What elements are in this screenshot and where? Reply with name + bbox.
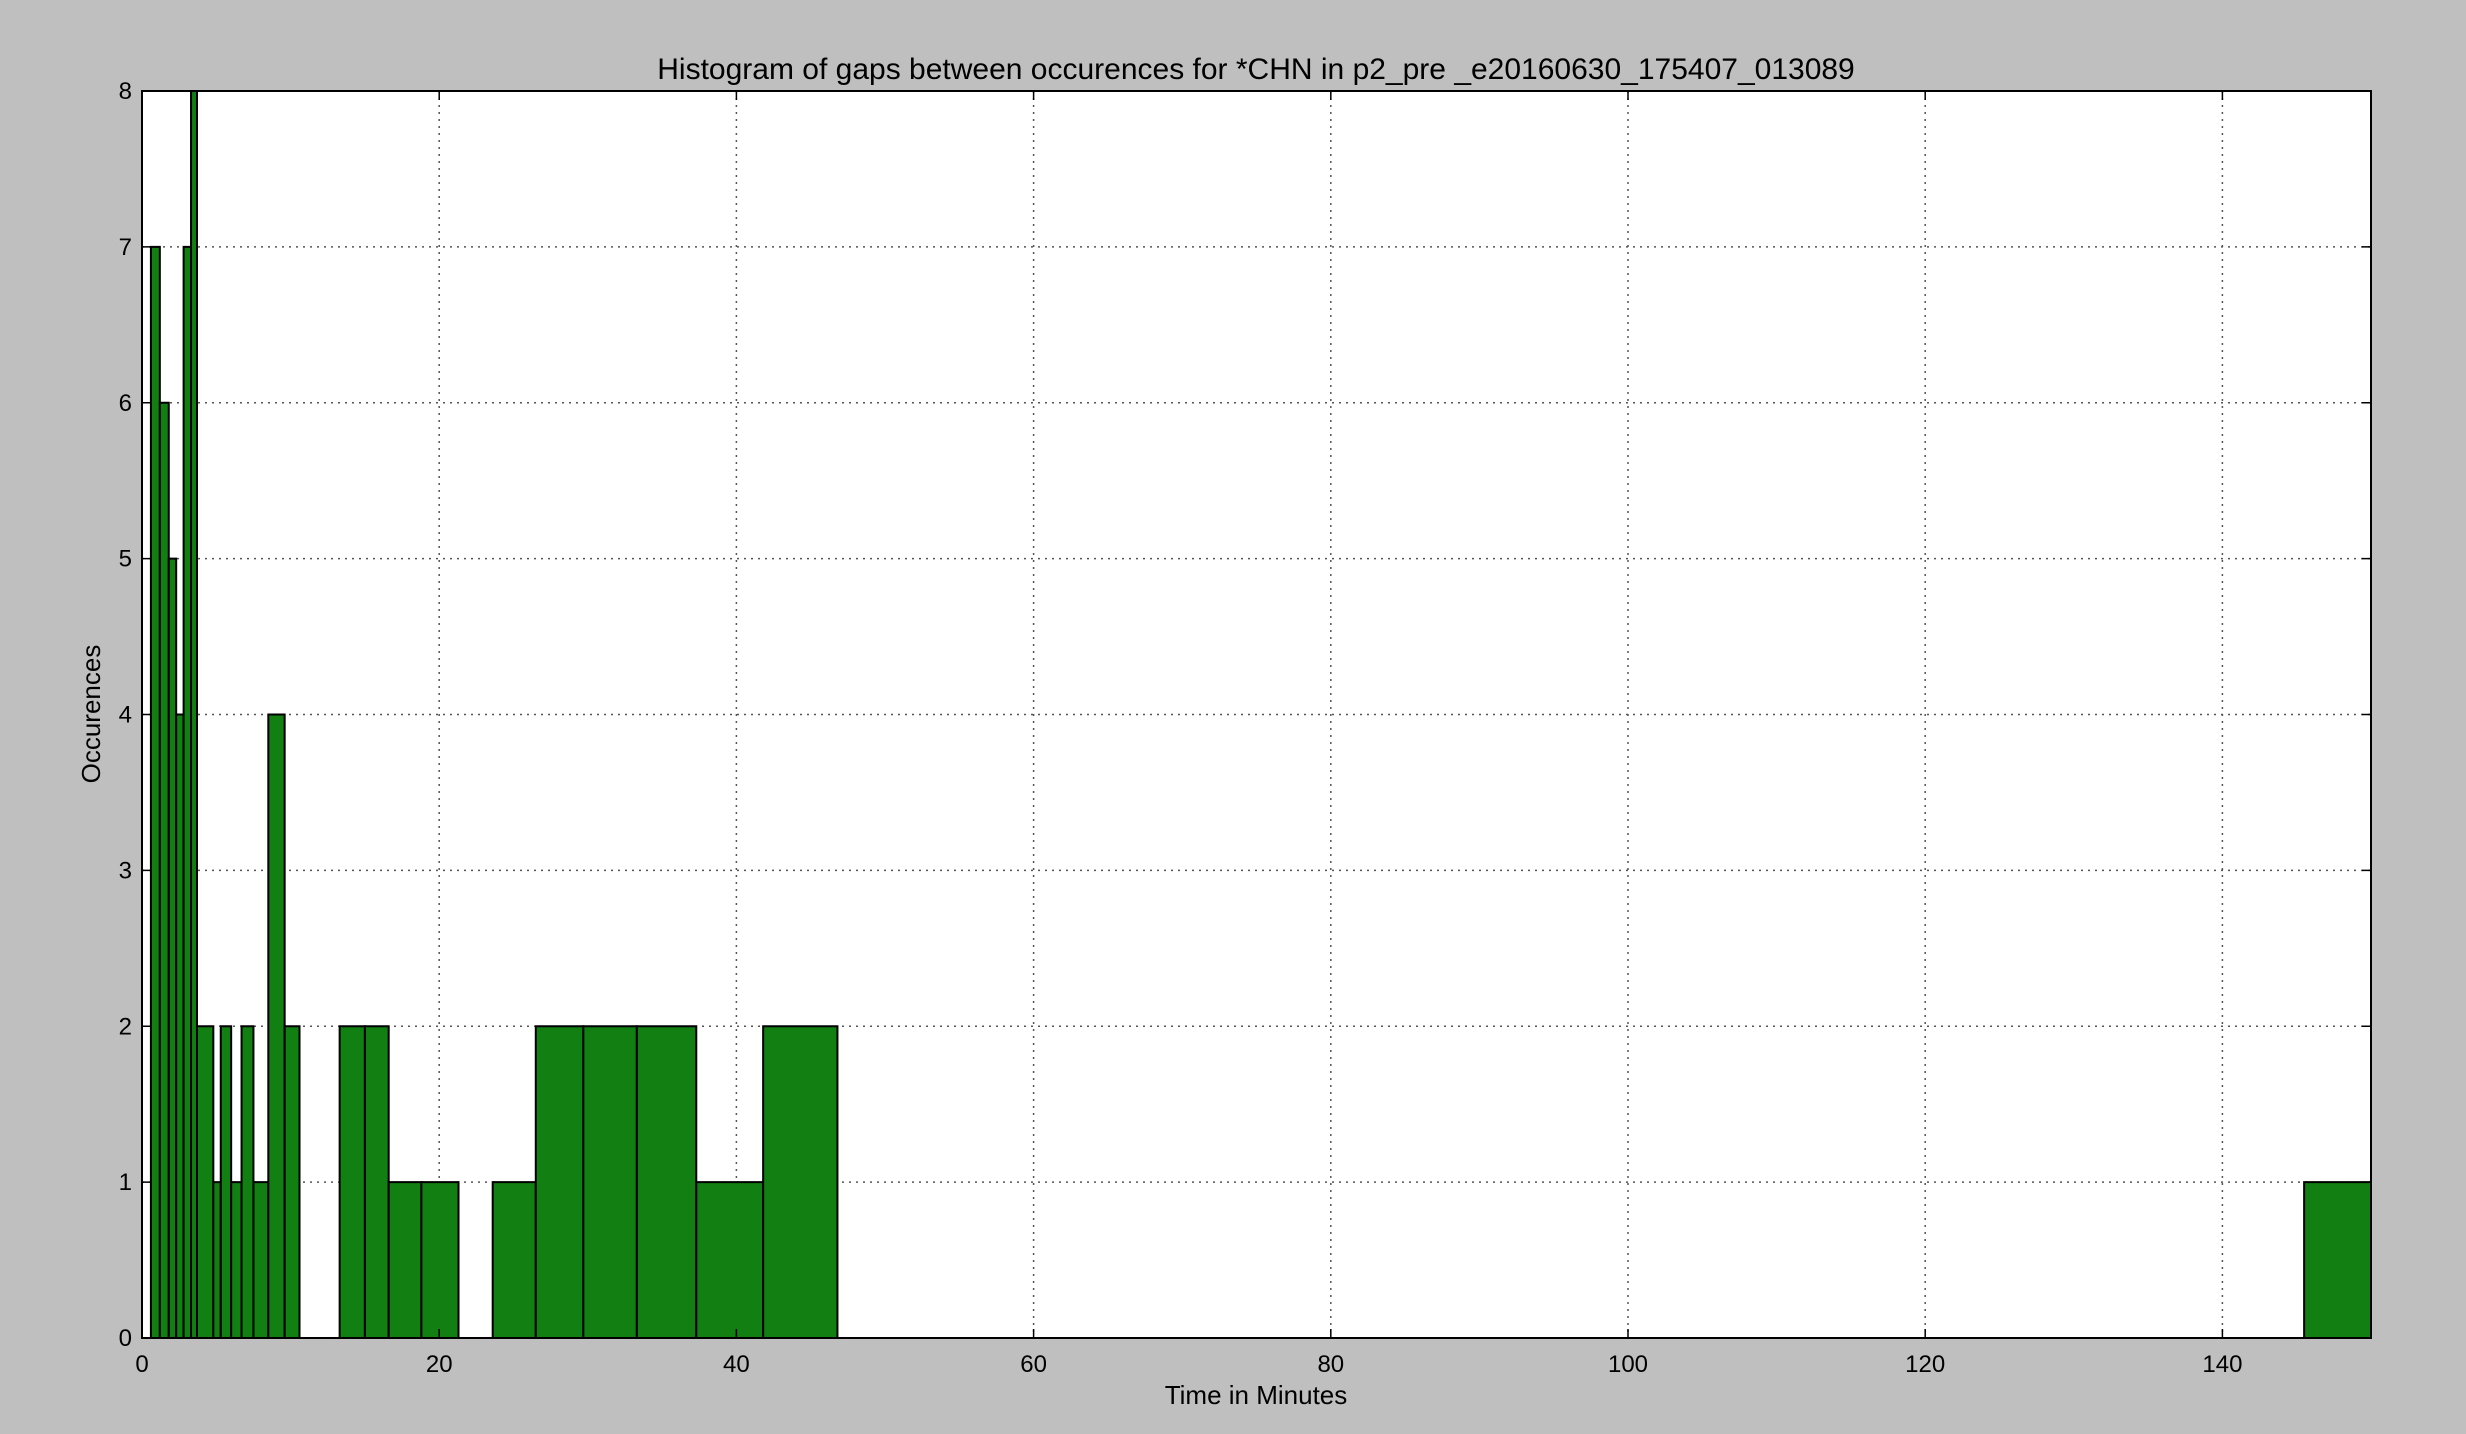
histogram-bar (240, 1025, 255, 1339)
x-tick-label: 120 (1905, 1351, 1945, 1378)
axis-ticks (141, 90, 2371, 1339)
histogram-bar (219, 1025, 233, 1339)
histogram-bar (252, 1181, 270, 1339)
y-tick-label: 0 (119, 1325, 132, 1352)
histogram-bar (695, 1181, 765, 1339)
histogram-bar (283, 1025, 301, 1339)
histogram-bar (534, 1025, 585, 1339)
histogram-bar (195, 1025, 215, 1339)
histogram-bar (635, 1025, 698, 1339)
y-tick-label: 2 (119, 1013, 132, 1040)
x-tick-label: 60 (1020, 1351, 1047, 1378)
histogram-bar (491, 1181, 537, 1339)
x-tick-label: 20 (426, 1351, 453, 1378)
x-tick-label: 40 (723, 1351, 750, 1378)
y-tick-label: 3 (119, 857, 132, 884)
x-tick-label: 100 (1608, 1351, 1648, 1378)
histogram-bar (387, 1181, 423, 1339)
histogram-bar (230, 1181, 243, 1339)
histogram-bar (267, 713, 286, 1339)
y-tick-label: 4 (119, 702, 132, 729)
histogram-bar (167, 557, 178, 1339)
y-tick-labels: 0 1 2 3 4 5 6 7 8 (119, 78, 132, 1352)
chart-title: Histogram of gaps between occurences for… (657, 53, 1855, 86)
grid-lines (141, 90, 2371, 1339)
histogram-bar (338, 1025, 366, 1339)
histogram-bar (762, 1025, 839, 1339)
histogram-bar (175, 713, 185, 1339)
histogram-bar (582, 1025, 638, 1339)
y-tick-label: 5 (119, 546, 132, 573)
histogram-bar (363, 1025, 390, 1339)
y-tick-label: 7 (119, 234, 132, 261)
y-tick-label: 1 (119, 1169, 132, 1196)
histogram-bar (420, 1181, 460, 1339)
x-tick-label: 0 (135, 1351, 148, 1378)
histogram-bar (182, 245, 193, 1339)
x-tick-label: 140 (2202, 1351, 2242, 1378)
x-tick-label: 80 (1317, 1351, 1344, 1378)
y-tick-label: 6 (119, 390, 132, 417)
x-axis-label: Time in Minutes (1165, 1380, 1348, 1410)
histogram-bar (2303, 1181, 2372, 1339)
x-tick-labels: 0 20 40 60 80 100 120 140 (135, 1351, 2242, 1378)
histogram-bar (158, 401, 170, 1339)
histogram-bar (212, 1181, 222, 1339)
y-tick-label: 8 (119, 78, 132, 105)
histogram-bar (149, 245, 161, 1339)
y-axis-label: Occurences (76, 645, 106, 784)
